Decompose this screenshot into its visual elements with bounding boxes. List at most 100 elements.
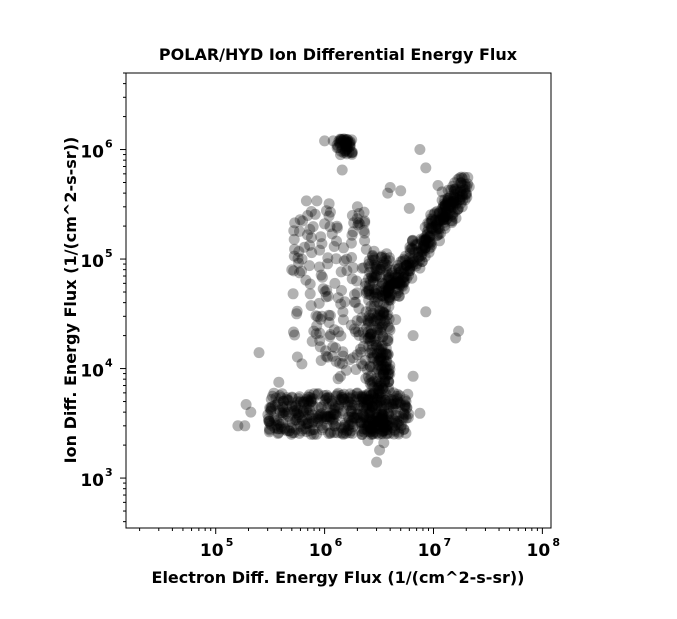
scatter-point [433,207,445,219]
scatter-point [391,278,403,290]
scatter-point [346,402,358,414]
scatter-point [375,360,387,372]
scatter-point [357,391,369,403]
scatter-point [351,213,363,225]
scatter-point [290,407,302,419]
scatter-point [357,393,369,405]
scatter-point [278,395,289,407]
scatter-point [296,265,307,277]
scatter-point [296,358,308,370]
scatter-point [373,384,385,396]
scatter-point [440,207,452,219]
scatter-point [378,405,390,417]
x-tick-exponent: 6 [335,536,343,549]
scatter-point [331,235,342,247]
scatter-point [408,255,420,267]
scatter-point [423,236,435,248]
scatter-point [394,275,406,287]
scatter-point [329,277,341,289]
scatter-point [351,315,363,327]
scatter-point [288,225,300,237]
scatter-point [341,392,353,404]
scatter-point [385,393,397,405]
scatter-point [369,287,381,299]
scatter-point [393,276,405,288]
scatter-point [404,260,416,272]
scatter-point [288,427,300,439]
y-tick-label: 10 [80,143,104,163]
scatter-point [376,410,388,422]
scatter-point [312,388,324,399]
scatter-point [277,395,289,407]
scatter-point [386,288,397,300]
scatter-point [368,335,380,347]
scatter-point [416,256,428,267]
scatter-point [270,392,282,404]
scatter-point [380,389,392,401]
scatter-point [401,402,413,413]
scatter-point [380,415,392,427]
scatter-point [439,211,451,222]
scatter-point [424,231,436,243]
scatter-point [375,351,387,363]
scatter-point [454,194,466,206]
scatter-point [359,235,371,247]
scatter-point [326,398,338,410]
scatter-point [372,375,384,387]
x-axis: 10 5 10 6 10 7 10 8 [139,528,560,561]
scatter-point [310,328,322,340]
x-tick-exponent: 5 [226,536,234,549]
scatter-point [377,331,389,343]
scatter-point [333,137,345,149]
scatter-point [330,418,342,430]
scatter-point [288,265,300,277]
scatter-point [353,400,365,412]
scatter-point [364,406,376,418]
scatter-point [312,389,324,400]
scatter-point [335,394,347,406]
scatter-point [335,330,347,342]
scatter-point [328,324,340,336]
scatter-point [337,306,349,318]
scatter-point [374,318,386,330]
scatter-point [333,135,345,147]
scatter-point [356,416,368,428]
scatter-point [420,234,432,245]
scatter-point [450,332,462,344]
scatter-point [346,393,357,405]
scatter-point [388,277,400,289]
scatter-point [383,396,395,408]
scatter-point [304,223,316,235]
scatter-point [404,247,416,259]
scatter-point [272,423,284,435]
scatter-point [289,401,301,413]
scatter-point [376,400,388,412]
scatter-point [347,390,359,401]
scatter-point [406,242,418,254]
scatter-point [341,138,353,150]
scatter-point [306,247,318,259]
scatter-point [448,191,460,203]
scatter-point [265,403,277,415]
scatter-point [383,293,395,305]
scatter-point [345,406,357,417]
scatter-point [313,402,324,413]
scatter-point [449,192,461,204]
scatter-point [375,346,386,358]
scatter-point [418,232,430,244]
scatter-point [386,398,398,410]
scatter-point [371,427,383,439]
x-tick-label: 10 [200,541,224,561]
scatter-point [415,233,427,245]
scatter-point [344,419,356,431]
scatter-point [344,137,356,149]
scatter-point [389,395,400,406]
scatter-point [380,315,392,327]
scatter-point [373,298,385,310]
scatter-point [264,417,276,429]
scatter-point [306,393,317,405]
scatter-point [308,428,320,440]
scatter-point [398,261,410,273]
scatter-point [373,344,385,356]
scatter-point [374,413,386,425]
